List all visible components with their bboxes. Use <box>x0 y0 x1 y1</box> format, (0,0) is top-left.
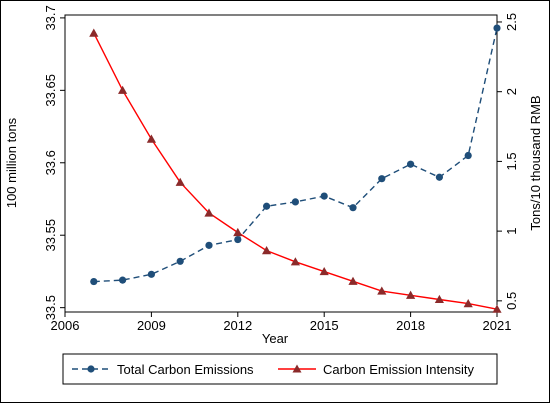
data-point-total-carbon-emissions-2021 <box>493 24 501 32</box>
plot-area <box>64 14 498 313</box>
legend-label-carbon-emission-intensity: Carbon Emission Intensity <box>323 362 475 377</box>
y-right-tick-label-0.5: 0.5 <box>504 292 519 310</box>
data-point-carbon-emission-intensity-2013 <box>262 246 272 255</box>
x-tick-label-2006: 2006 <box>51 318 80 333</box>
data-point-carbon-emission-intensity-2011 <box>204 208 214 217</box>
data-point-total-carbon-emissions-2007 <box>90 277 98 286</box>
y-right-tick-label-2: 2 <box>504 88 519 95</box>
y-right-axis-ticks: 0.5 1 1.5 2 2.5 <box>497 13 519 310</box>
data-point-carbon-emission-intensity-2015 <box>319 266 329 276</box>
series-layer <box>89 24 502 313</box>
x-tick-label-2015: 2015 <box>310 318 339 333</box>
y-right-tick-label-2.5: 2.5 <box>504 13 519 31</box>
legend: Total Carbon Emissions Carbon Emission I… <box>62 353 498 385</box>
data-point-total-carbon-emissions-2019 <box>435 173 443 181</box>
x-tick-label-2021: 2021 <box>483 318 512 333</box>
y-left-axis-title: 100 million tons <box>4 117 19 208</box>
x-axis-title: Year <box>262 331 289 346</box>
data-point-total-carbon-emissions-2010 <box>176 257 184 265</box>
data-point-carbon-emission-intensity-2014 <box>290 257 300 266</box>
data-point-total-carbon-emissions-2011 <box>205 241 213 249</box>
data-point-total-carbon-emissions-2009 <box>147 270 155 278</box>
data-point-carbon-emission-intensity-2019 <box>434 294 444 304</box>
data-point-carbon-emission-intensity-2018 <box>406 290 416 299</box>
data-point-total-carbon-emissions-2013 <box>263 202 271 210</box>
y-left-tick-label-33.65: 33.65 <box>43 74 58 107</box>
data-point-total-carbon-emissions-2012 <box>234 235 242 244</box>
data-point-carbon-emission-intensity-2021 <box>492 304 502 313</box>
y-right-tick-label-1.5: 1.5 <box>504 152 519 170</box>
data-point-total-carbon-emissions-2015 <box>320 192 328 200</box>
x-axis-ticks: 2006 2009 2012 2015 2018 2021 <box>51 312 512 333</box>
data-point-total-carbon-emissions-2017 <box>378 175 386 183</box>
y-left-axis-ticks: 33.5 33.55 33.6 33.65 33.7 <box>43 5 65 320</box>
legend-marker-total-carbon-emissions <box>87 365 95 373</box>
x-tick-label-2018: 2018 <box>396 318 425 333</box>
data-point-total-carbon-emissions-2008 <box>119 276 127 284</box>
data-point-carbon-emission-intensity-2016 <box>348 276 358 285</box>
y-right-tick-label-1: 1 <box>504 228 519 235</box>
data-point-carbon-emission-intensity-2017 <box>377 286 387 295</box>
x-tick-label-2009: 2009 <box>137 318 166 333</box>
data-point-carbon-emission-intensity-2007 <box>89 28 99 37</box>
data-point-carbon-emission-intensity-2009 <box>146 134 156 143</box>
data-point-carbon-emission-intensity-2008 <box>118 85 128 94</box>
x-tick-label-2012: 2012 <box>223 318 252 333</box>
legend-marker-carbon-emission-intensity <box>292 364 302 373</box>
data-point-total-carbon-emissions-2020 <box>464 151 472 160</box>
legend-label-total-carbon-emissions: Total Carbon Emissions <box>117 362 254 377</box>
data-point-total-carbon-emissions-2018 <box>407 160 415 168</box>
data-point-carbon-emission-intensity-2012 <box>233 227 243 237</box>
data-point-carbon-emission-intensity-2020 <box>463 299 473 308</box>
data-point-carbon-emission-intensity-2010 <box>175 177 185 186</box>
y-right-axis-title: Tons/10 thousand RMB <box>528 95 543 230</box>
y-left-tick-label-33.7: 33.7 <box>43 5 58 30</box>
y-left-tick-label-33.6: 33.6 <box>43 150 58 175</box>
data-point-total-carbon-emissions-2014 <box>291 198 299 206</box>
data-point-total-carbon-emissions-2016 <box>349 204 357 212</box>
y-left-tick-label-33.5: 33.5 <box>43 295 58 320</box>
y-left-tick-label-33.55: 33.55 <box>43 219 58 252</box>
